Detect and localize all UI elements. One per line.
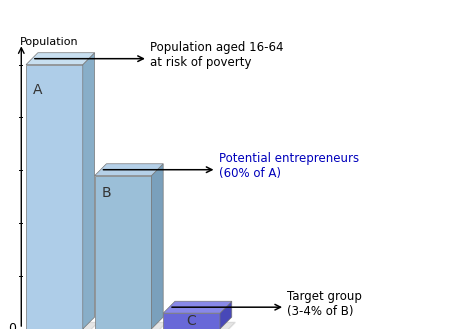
Polygon shape — [26, 53, 95, 64]
Polygon shape — [166, 322, 235, 329]
Bar — [163, 313, 220, 329]
Polygon shape — [220, 301, 232, 329]
Text: Population: Population — [20, 38, 79, 47]
Text: B: B — [102, 187, 111, 200]
Text: Potential entrepreneurs
(60% of A): Potential entrepreneurs (60% of A) — [219, 152, 359, 180]
Text: A: A — [33, 83, 43, 97]
Polygon shape — [29, 322, 98, 329]
Text: Population aged 16-64
at risk of poverty: Population aged 16-64 at risk of poverty — [150, 41, 284, 69]
Text: C: C — [187, 314, 196, 328]
Bar — [26, 64, 83, 329]
Polygon shape — [98, 322, 167, 329]
Polygon shape — [83, 53, 95, 329]
Polygon shape — [95, 164, 163, 176]
Text: Target group
(3-4% of B): Target group (3-4% of B) — [288, 290, 362, 318]
Polygon shape — [163, 301, 232, 313]
Polygon shape — [151, 164, 163, 329]
Bar — [95, 176, 151, 329]
Text: 0: 0 — [9, 322, 17, 329]
